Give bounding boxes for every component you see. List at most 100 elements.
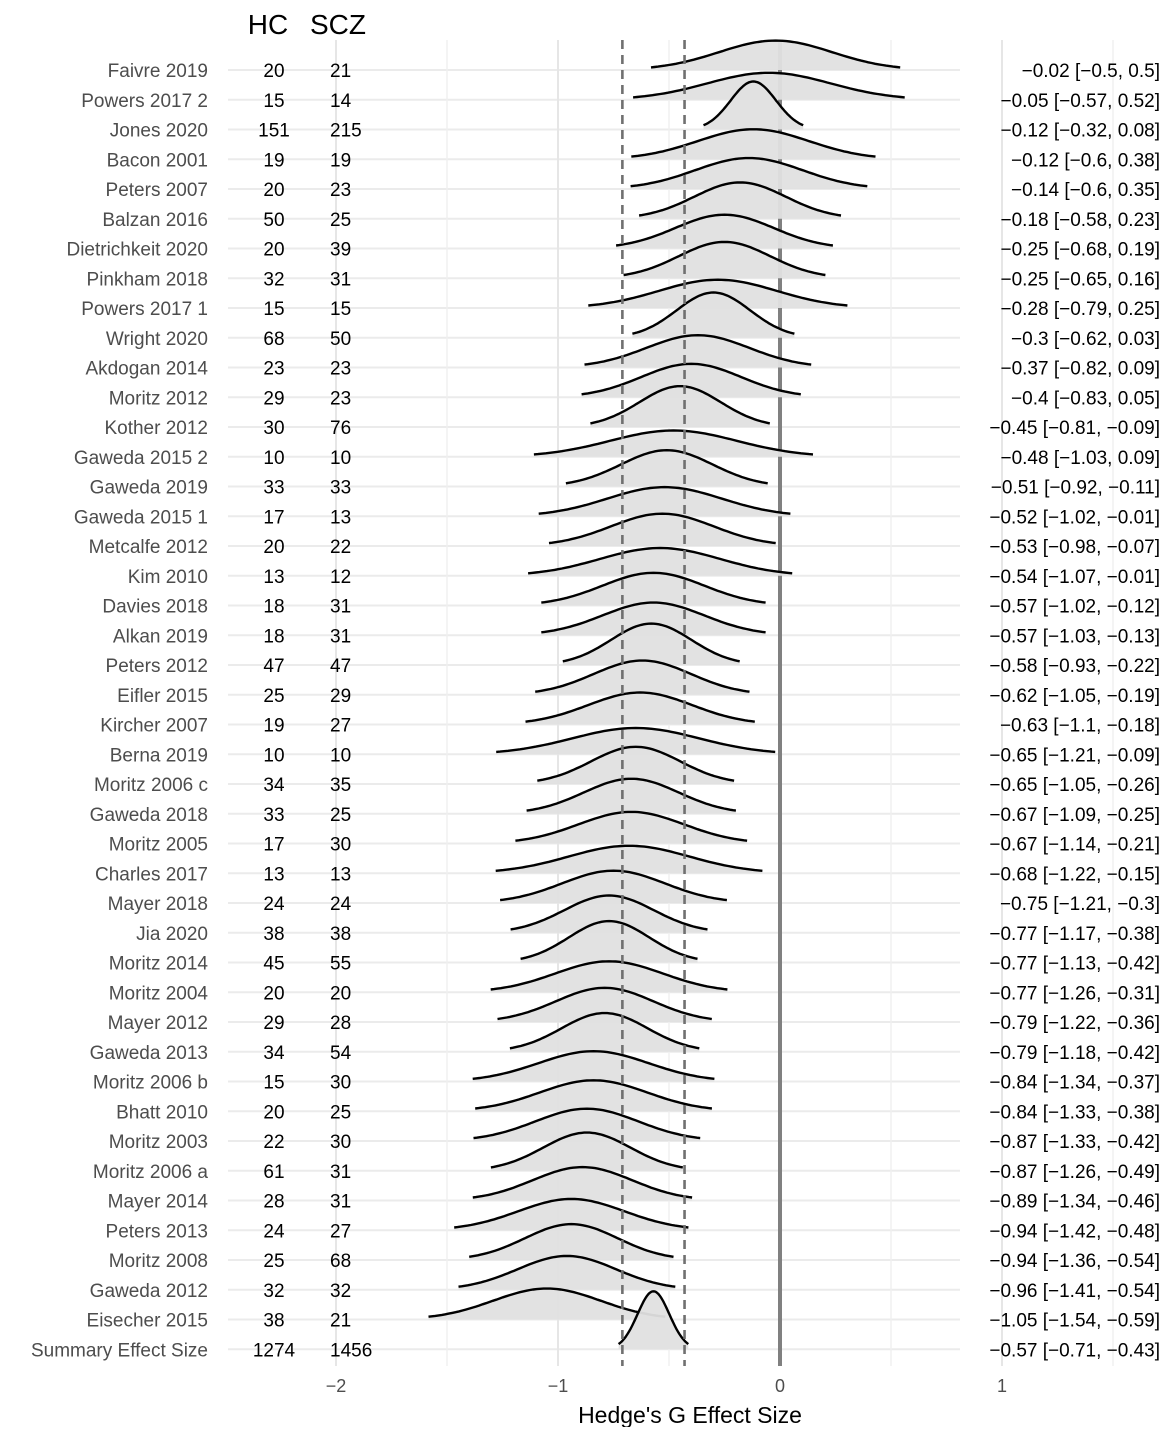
density-curve <box>562 622 740 663</box>
x-tick-label: 1 <box>997 1376 1007 1396</box>
effect-size-ci: −0.54 [−1.07, −0.01] <box>989 567 1160 588</box>
hc-count: 20 <box>263 537 284 558</box>
study-label: Berna 2019 <box>110 745 208 766</box>
effect-size-ci: −0.51 [−0.92, −0.11] <box>991 478 1160 499</box>
effect-size-ci: −0.12 [−0.6, 0.38] <box>1011 150 1160 171</box>
effect-size-ci: −0.77 [−1.26, −0.31] <box>989 983 1160 1004</box>
study-density <box>638 181 842 219</box>
scz-count: 31 <box>330 1162 351 1183</box>
x-tick-label: 0 <box>775 1376 785 1396</box>
scz-column-header: SCZ <box>310 9 366 40</box>
study-density <box>537 745 735 784</box>
study-density <box>631 128 876 160</box>
study-density <box>535 659 750 695</box>
scz-count: 31 <box>330 1192 351 1213</box>
density-curve <box>632 291 795 335</box>
study-density <box>632 71 905 100</box>
density-curve <box>496 726 776 754</box>
study-density <box>490 1131 684 1171</box>
study-density <box>623 240 826 279</box>
scz-count: 13 <box>330 864 351 885</box>
effect-size-ci: −0.77 [−1.17, −0.38] <box>989 924 1160 945</box>
study-density <box>458 1254 676 1290</box>
hc-count: 38 <box>263 924 284 945</box>
scz-count: 19 <box>330 150 351 171</box>
study-density <box>533 429 814 457</box>
scz-count: 68 <box>330 1251 351 1272</box>
density-curve <box>538 485 791 515</box>
study-label: Moritz 2006 a <box>93 1162 209 1183</box>
study-density <box>499 869 728 903</box>
study-label: Gaweda 2018 <box>90 805 208 826</box>
scz-count: 23 <box>330 180 351 201</box>
effect-size-ci: −0.52 [−1.02, −0.01] <box>989 507 1160 528</box>
density-curve <box>615 213 834 247</box>
hc-count: 17 <box>263 507 284 528</box>
hc-count: 1274 <box>253 1340 296 1361</box>
effect-size-ci: −0.28 [−0.79, 0.25] <box>1000 299 1160 320</box>
effect-size-ci: −0.45 [−0.81, −0.09] <box>989 418 1160 439</box>
hc-count: 15 <box>263 299 284 320</box>
scz-count: 29 <box>330 686 351 707</box>
effect-size-ci: −0.18 [−0.58, 0.23] <box>1000 210 1160 231</box>
density-curve <box>454 1197 689 1229</box>
scz-count: 21 <box>330 1311 351 1332</box>
hc-count: 61 <box>263 1162 284 1183</box>
study-density <box>496 726 776 755</box>
scz-count: 12 <box>330 567 351 588</box>
study-density <box>509 1011 700 1052</box>
effect-size-ci: −0.62 [−1.05, −0.19] <box>989 686 1160 707</box>
scz-count: 24 <box>330 894 352 915</box>
study-label: Wright 2020 <box>106 329 208 350</box>
study-density <box>495 844 763 874</box>
density-fill <box>549 513 776 546</box>
density-fill <box>472 1167 693 1201</box>
study-label: Davies 2018 <box>102 597 208 618</box>
scz-count: 76 <box>330 418 351 439</box>
effect-size-ci: −0.79 [−1.18, −0.42] <box>989 1043 1160 1064</box>
density-fill <box>562 623 740 665</box>
effect-size-ci: −0.12 [−0.32, 0.08] <box>1000 121 1160 142</box>
density-curve <box>638 181 842 217</box>
effect-size-ci: −0.65 [−1.05, −0.26] <box>989 775 1160 796</box>
study-label: Gaweda 2015 1 <box>74 507 208 528</box>
density-fill <box>497 987 712 1022</box>
study-density <box>472 1049 715 1082</box>
hc-count: 19 <box>263 150 284 171</box>
scz-count: 47 <box>330 656 351 677</box>
effect-size-ci: −0.67 [−1.14, −0.21] <box>989 835 1160 856</box>
density-curve <box>472 1049 715 1080</box>
scz-count: 30 <box>330 1073 351 1094</box>
study-label: Gaweda 2015 2 <box>74 448 208 469</box>
density-curve <box>541 601 766 634</box>
hc-count: 34 <box>263 775 285 796</box>
density-curve <box>520 919 698 960</box>
density-curve <box>490 1131 684 1169</box>
effect-size-ci: −0.75 [−1.21, −0.3] <box>1000 894 1160 915</box>
hc-count: 20 <box>263 61 284 82</box>
density-curve <box>632 71 905 99</box>
density-fill <box>495 845 763 874</box>
density-curve <box>525 691 755 723</box>
density-fill <box>533 430 813 457</box>
hc-count: 19 <box>263 716 284 737</box>
hc-count: 25 <box>263 686 284 707</box>
density-fill <box>525 692 755 725</box>
study-label: Eisecher 2015 <box>87 1311 208 1332</box>
density-fill <box>473 1108 701 1141</box>
effect-size-ci: −0.37 [−0.82, 0.09] <box>1000 359 1160 380</box>
x-tick-label: −1 <box>548 1376 569 1396</box>
study-label: Peters 2013 <box>106 1221 208 1242</box>
text-layer: HC SCZ Hedge's G Effect Size Faivre 2019… <box>31 9 1160 1428</box>
density-fill <box>618 1291 689 1350</box>
hc-count: 33 <box>263 478 284 499</box>
hc-count: 28 <box>263 1192 284 1213</box>
scz-count: 39 <box>330 240 351 261</box>
effect-size-ci: −0.57 [−0.71, −0.43] <box>989 1340 1160 1361</box>
hc-count: 38 <box>263 1311 284 1332</box>
density-curve <box>588 278 848 307</box>
study-density <box>473 1107 701 1141</box>
hc-count: 25 <box>263 1251 284 1272</box>
study-density <box>515 810 748 844</box>
hc-count: 24 <box>263 894 285 915</box>
